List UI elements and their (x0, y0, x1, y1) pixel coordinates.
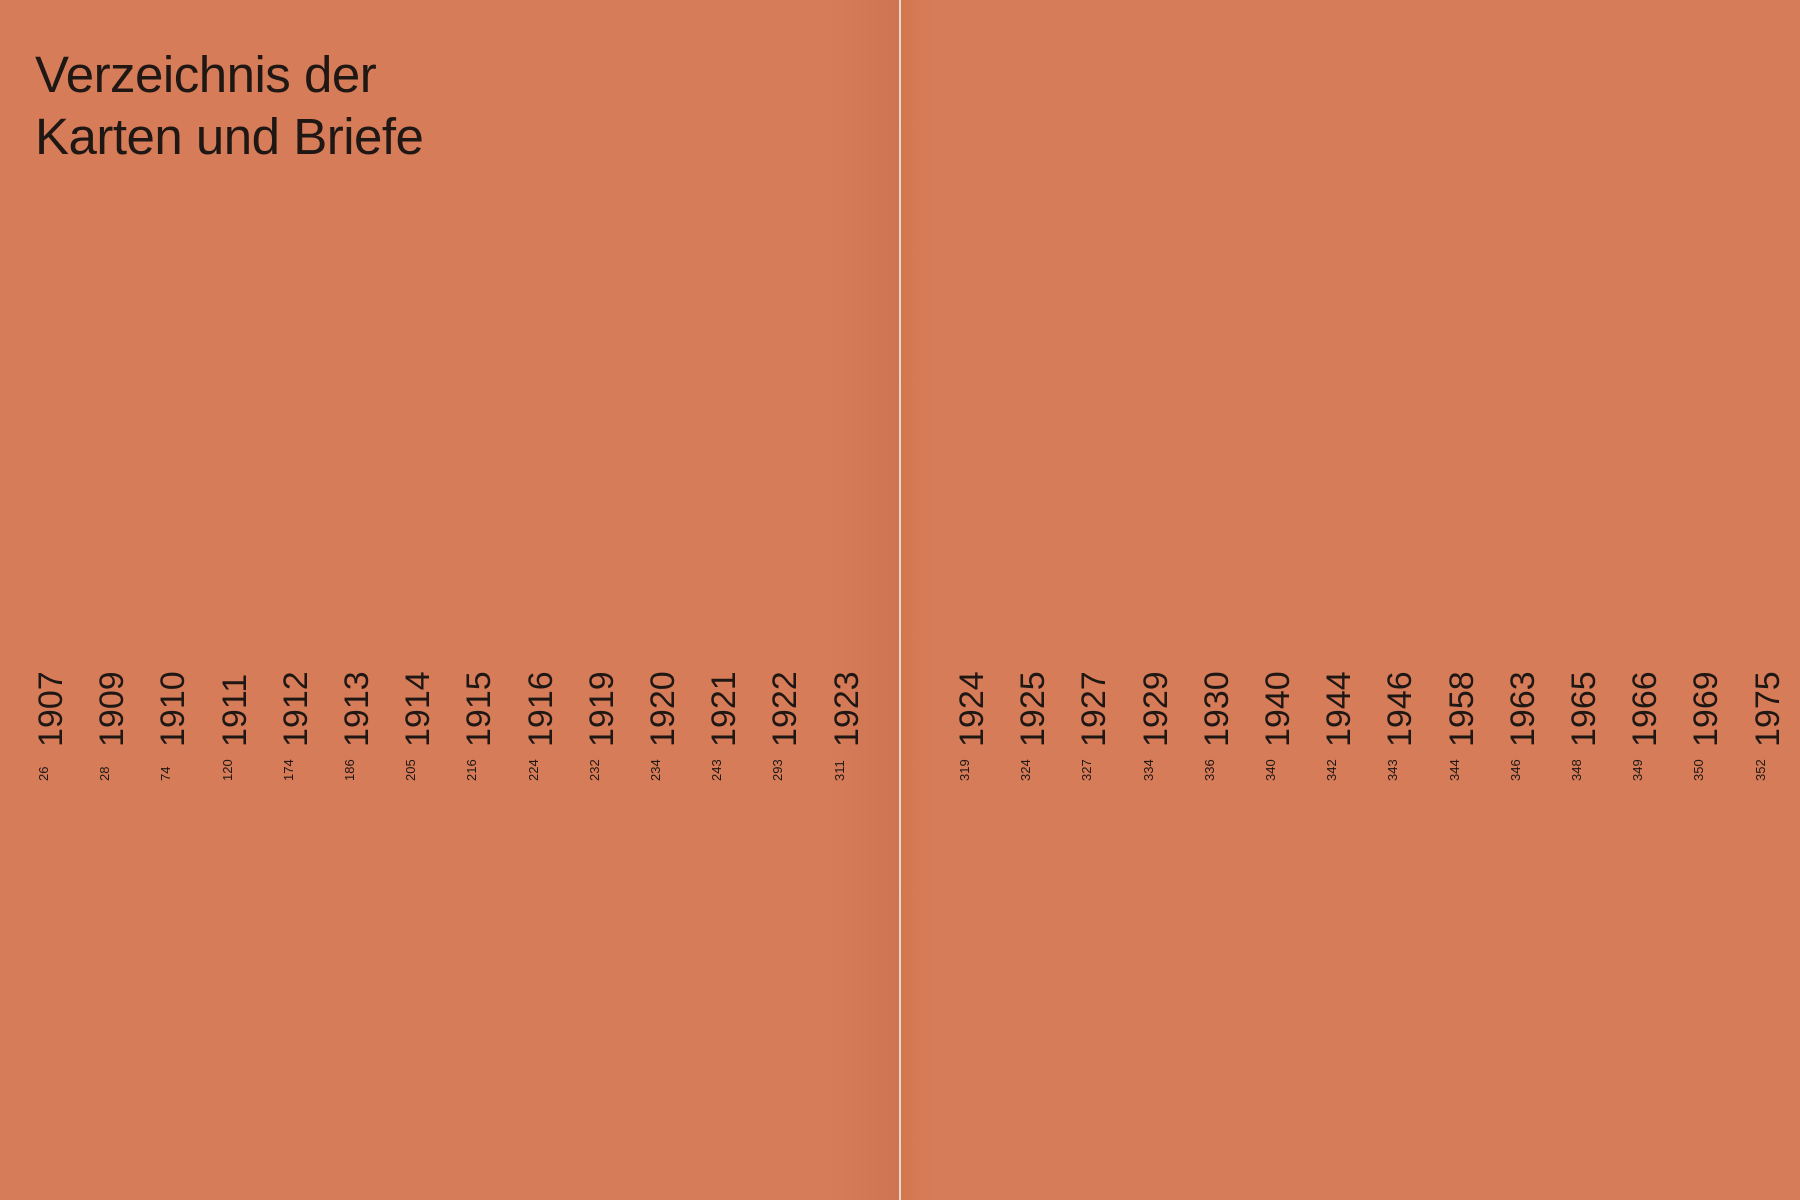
index-entry: 1929 334 (1132, 655, 1182, 795)
entry-page-number: 324 (1018, 759, 1034, 781)
entry-year: 1927 (1075, 671, 1114, 747)
entry-year: 1965 (1565, 671, 1603, 747)
index-entry: 1919 232 (578, 655, 628, 795)
entry-year: 1929 (1136, 671, 1175, 747)
entry-page-number: 342 (1324, 759, 1340, 781)
index-entry: 1916 224 (517, 655, 567, 795)
index-entry: 1907 26 (27, 655, 77, 795)
index-entry: 1912 174 (272, 655, 322, 795)
entry-year: 1915 (460, 671, 499, 747)
entry-page-number: 28 (97, 766, 113, 781)
entry-page-number: 205 (403, 759, 419, 781)
entry-year: 1925 (1014, 671, 1053, 747)
index-entry: 1927 327 (1070, 655, 1120, 795)
entry-page-number: 293 (770, 759, 786, 781)
index-entry: 1921 243 (700, 655, 750, 795)
entry-year: 1911 (215, 673, 254, 747)
index-entry: 1920 234 (639, 655, 689, 795)
entry-year: 1916 (521, 671, 560, 747)
index-entry: 1924 319 (948, 655, 998, 795)
entry-year: 1922 (766, 671, 805, 747)
entry-page-number: 348 (1569, 759, 1584, 781)
entry-page-number: 343 (1385, 759, 1401, 781)
entry-page-number: 74 (158, 766, 174, 781)
entry-year: 1913 (338, 671, 376, 747)
entry-year: 1940 (1259, 671, 1297, 747)
entry-page-number: 224 (525, 759, 541, 781)
entry-page-number: 120 (219, 759, 235, 781)
index-entry: 1975 352 (1744, 655, 1794, 795)
entry-page-number: 311 (831, 760, 847, 781)
entry-page-number: 243 (709, 759, 725, 781)
entry-year: 1975 (1748, 671, 1787, 747)
entry-year: 1909 (93, 671, 132, 747)
gutter-divider (899, 0, 901, 1200)
entry-page-number: 350 (1691, 759, 1707, 781)
entry-year: 1963 (1503, 671, 1542, 747)
entry-year: 1958 (1442, 671, 1481, 747)
entry-page-number: 346 (1507, 759, 1523, 781)
index-entry: 1913 186 (333, 655, 383, 795)
entry-page-number: 349 (1630, 759, 1646, 781)
index-entry: 1946 343 (1376, 655, 1426, 795)
left-entry-list: 1907 26 1909 28 1910 74 1911 120 1912 174 1913 186 1… (0, 655, 899, 795)
index-entry: 1911 120 (211, 655, 261, 795)
left-page: Verzeichnis der Karten und Briefe 1907 26… (0, 0, 899, 1200)
index-entry: 1963 346 (1499, 655, 1549, 795)
index-entry: 1930 336 (1193, 655, 1243, 795)
right-page: 1924 319 1925 324 1927 327 1929 334 1930 336 1940 3… (901, 0, 1800, 1200)
index-entry: 1965 348 (1560, 655, 1610, 795)
entry-page-number: 174 (280, 759, 296, 781)
index-entry: 1944 342 (1315, 655, 1365, 795)
index-entry: 1910 74 (149, 655, 199, 795)
index-entry: 1915 216 (455, 655, 505, 795)
entry-year: 1921 (705, 671, 744, 747)
entry-year: 1944 (1320, 671, 1359, 747)
page-title: Verzeichnis der Karten und Briefe (35, 44, 424, 168)
entry-page-number: 352 (1752, 759, 1768, 781)
entry-year: 1946 (1381, 671, 1420, 747)
index-entry: 1940 340 (1254, 655, 1304, 795)
entry-year: 1923 (827, 671, 866, 747)
index-entry: 1966 349 (1621, 655, 1671, 795)
entry-year: 1920 (644, 671, 682, 747)
index-entry: 1969 350 (1682, 655, 1732, 795)
entry-year: 1969 (1687, 671, 1726, 747)
entry-page-number: 334 (1140, 759, 1156, 781)
entry-page-number: 186 (342, 759, 357, 781)
entry-year: 1907 (32, 671, 70, 747)
index-entry: 1909 28 (88, 655, 138, 795)
entry-page-number: 26 (36, 766, 51, 781)
entry-year: 1930 (1197, 671, 1236, 747)
entry-year: 1910 (154, 671, 193, 747)
entry-page-number: 216 (464, 759, 480, 781)
entry-year: 1912 (276, 671, 315, 747)
entry-page-number: 344 (1446, 759, 1462, 781)
entry-page-number: 319 (957, 759, 972, 781)
right-entry-list: 1924 319 1925 324 1927 327 1929 334 1930 336 1940 3… (901, 655, 1800, 795)
entry-year: 1919 (582, 671, 621, 747)
index-entry: 1922 293 (761, 655, 811, 795)
entry-year: 1966 (1626, 671, 1665, 747)
title-line-1: Verzeichnis der (35, 46, 377, 103)
entry-page-number: 234 (648, 759, 663, 781)
index-entry: 1925 324 (1009, 655, 1059, 795)
entry-year: 1924 (953, 671, 991, 747)
entry-page-number: 327 (1079, 759, 1095, 781)
entry-year: 1914 (399, 671, 438, 747)
index-entry: 1958 344 (1438, 655, 1488, 795)
entry-page-number: 336 (1201, 759, 1217, 781)
entry-page-number: 232 (586, 759, 602, 781)
index-entry: 1923 311 (823, 655, 873, 795)
index-entry: 1914 205 (394, 655, 444, 795)
title-line-2: Karten und Briefe (35, 108, 424, 165)
entry-page-number: 340 (1263, 759, 1278, 781)
